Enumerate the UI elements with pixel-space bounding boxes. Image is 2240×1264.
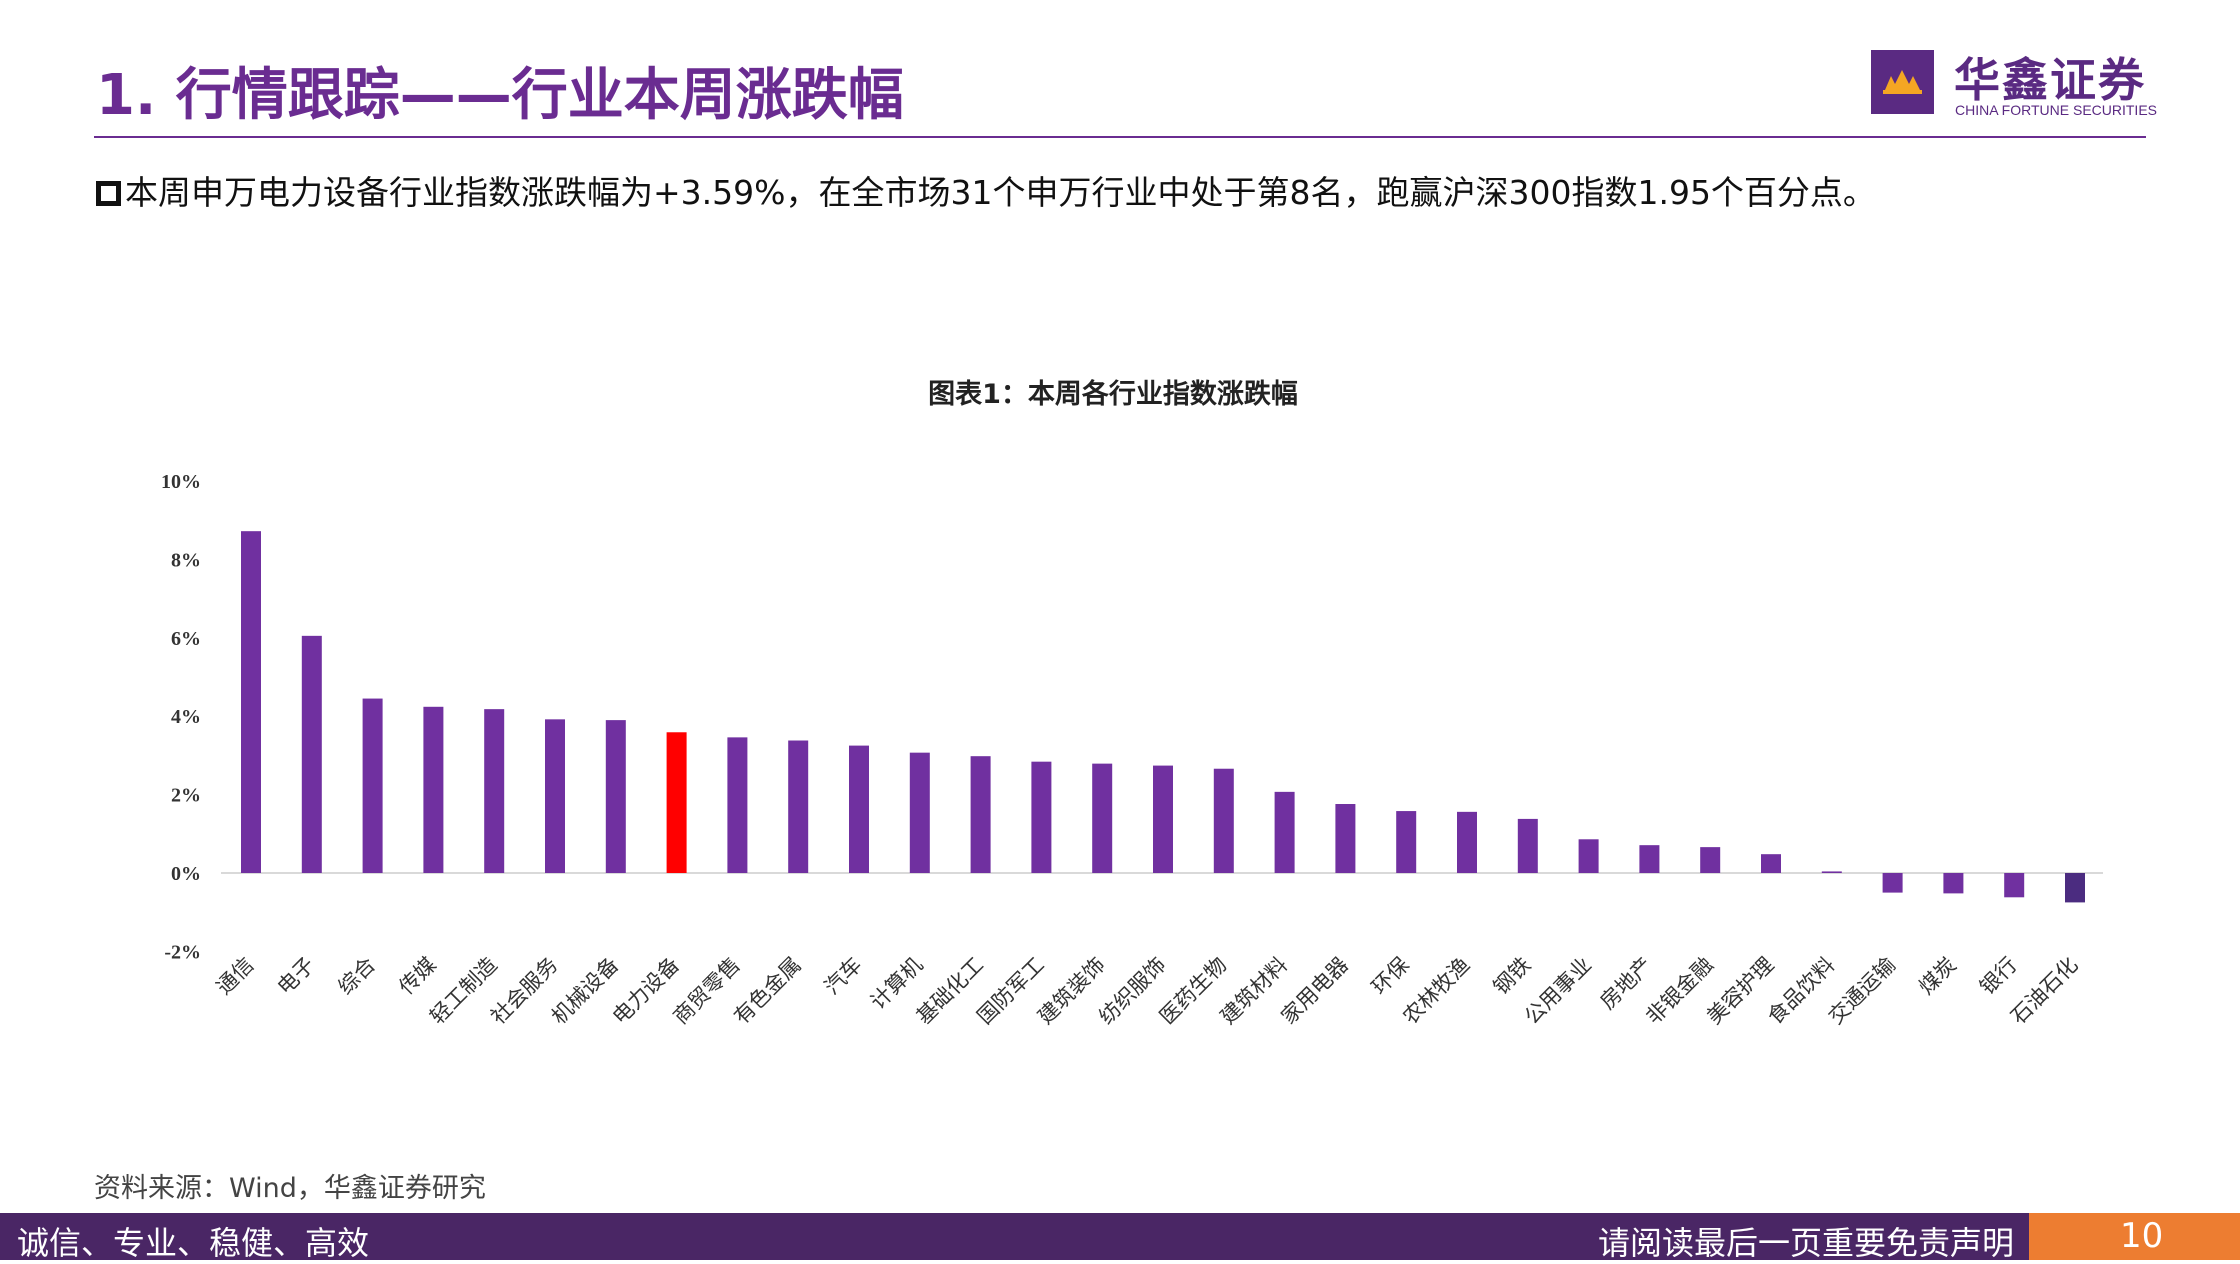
bar-传媒: [423, 706, 444, 873]
logo-name: 华鑫证券: [1954, 53, 2146, 107]
x-tick-label: 钢铁: [1489, 953, 1536, 1000]
y-tick-label: 6%: [171, 628, 201, 650]
x-tick-label: 环保: [1367, 953, 1414, 1000]
bar-纺织服饰: [1153, 765, 1173, 873]
bar-钢铁: [1517, 818, 1538, 873]
footer-page-block: [2029, 1213, 2240, 1260]
title-divider: [94, 136, 2146, 138]
x-tick-label: 综合: [333, 953, 380, 1000]
bar-煤炭: [1943, 873, 1964, 894]
bar-电力设备: [666, 732, 687, 873]
bar-非银金融: [1700, 847, 1721, 873]
bar-有色金属: [788, 740, 809, 873]
logo-subtitle: CHINA FORTUNE SECURITIES: [1955, 102, 2157, 118]
bar-基础化工: [970, 756, 991, 873]
x-tick-label: 石油石化: [2006, 953, 2082, 1029]
bar-通信: [241, 531, 261, 873]
square-bullet-icon: [96, 181, 121, 206]
bar-农林牧渔: [1457, 811, 1477, 873]
bar-公用事业: [1578, 839, 1599, 873]
bar-医药生物: [1213, 768, 1234, 873]
source-note: 资料来源：Wind，华鑫证券研究: [94, 1173, 486, 1204]
bar-综合: [362, 698, 383, 873]
bar-房地产: [1639, 845, 1660, 873]
bar-社会服务: [545, 719, 565, 873]
y-tick-label: 4%: [171, 706, 201, 728]
x-tick-label: 机械设备: [547, 953, 623, 1029]
x-tick-label: 银行: [1975, 953, 2022, 1000]
x-tick-label: 交通运输: [1824, 953, 1900, 1029]
x-tick-label: 煤炭: [1914, 953, 1961, 1000]
summary-text: 本周申万电力设备行业指数涨跌幅为+3.59%，在全市场31个申万行业中处于第8名…: [125, 173, 1876, 212]
footer-motto: 诚信、专业、稳健、高效: [17, 1224, 370, 1262]
summary-bullet: 本周申万电力设备行业指数涨跌幅为+3.59%，在全市场31个申万行业中处于第8名…: [96, 166, 1876, 214]
y-tick-label: 8%: [171, 549, 201, 571]
bar-食品饮料: [1821, 871, 1842, 873]
x-tick-label: 非银金融: [1641, 953, 1717, 1029]
bar-机械设备: [605, 720, 626, 873]
bar-美容护理: [1761, 854, 1781, 873]
x-tick-label: 纺织服饰: [1094, 953, 1170, 1029]
x-tick-label: 农林牧渔: [1398, 953, 1474, 1029]
x-tick-label: 美容护理: [1702, 953, 1778, 1029]
bar-汽车: [849, 745, 869, 873]
x-tick-label: 建筑装饰: [1033, 953, 1109, 1029]
x-tick-label: 医药生物: [1155, 953, 1231, 1029]
bar-石油石化: [2065, 873, 2085, 903]
x-tick-label: 食品饮料: [1763, 953, 1839, 1029]
bar-国防军工: [1031, 761, 1052, 873]
bar-交通运输: [1882, 873, 1903, 893]
x-tick-label: 传媒: [394, 953, 441, 1000]
y-tick-label: 2%: [171, 785, 201, 807]
x-tick-label: 社会服务: [486, 953, 562, 1029]
x-tick-label: 有色金属: [729, 953, 805, 1029]
bar-建筑装饰: [1092, 763, 1113, 873]
x-tick-label: 轻工制造: [425, 953, 501, 1029]
bar-环保: [1396, 811, 1417, 873]
logo-icon: [1871, 50, 1934, 114]
bar-计算机: [909, 752, 930, 873]
bar-轻工制造: [484, 709, 505, 873]
bar-建筑材料: [1274, 791, 1295, 873]
page-title: 1. 行情跟踪——行业本周涨跌幅: [96, 63, 904, 128]
y-tick-label: 10%: [161, 471, 201, 493]
bar-chart: 图表1：本周各行业指数涨跌幅 10% 8% 6% 4% 2% 0% -2% 通信 电子 综合 传媒…: [161, 378, 2103, 1029]
page-number: 10: [2120, 1216, 2164, 1256]
bar-银行: [2004, 873, 2025, 898]
y-tick-label: 0%: [171, 863, 201, 885]
x-tick-label: 家用电器: [1277, 953, 1353, 1029]
x-tick-label: 通信: [212, 953, 259, 1000]
x-tick-label: 汽车: [820, 953, 867, 1000]
x-tick-label: 电子: [273, 953, 320, 1000]
x-tick-label: 公用事业: [1520, 953, 1596, 1029]
y-tick-label: -2%: [164, 941, 201, 963]
bar-电子: [301, 635, 322, 873]
chart-title: 图表1：本周各行业指数涨跌幅: [928, 378, 1298, 410]
bar-家用电器: [1335, 804, 1356, 873]
bar-商贸零售: [727, 737, 748, 873]
footer-disclaimer: 请阅读最后一页重要免责声明: [1597, 1224, 2014, 1262]
footer-bar: [0, 1213, 2240, 1260]
